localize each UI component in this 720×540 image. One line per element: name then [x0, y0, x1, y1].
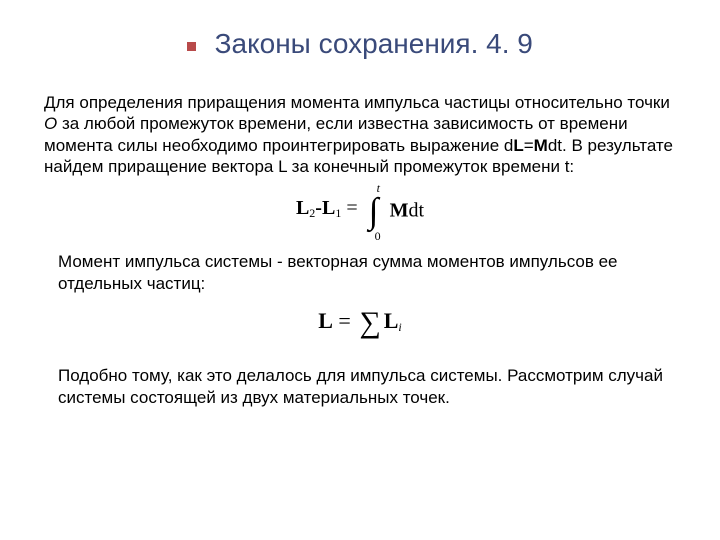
f1-L1: L [322, 197, 335, 219]
content: Для определения приращения момента импул… [0, 68, 720, 409]
formula-2-row: L = ∑Li [44, 308, 676, 338]
page-title: Законы сохранения. 4. 9 [215, 28, 533, 60]
f1-lhs: L2-L1 = [296, 197, 363, 219]
paragraph-3: Подобно тому, как это делалось для импул… [58, 365, 676, 409]
p1-L: L [513, 136, 523, 155]
p1-text-c: = [524, 136, 534, 155]
p1-O: О [44, 114, 57, 133]
f1-M: M [390, 200, 409, 222]
f2-L: L [318, 308, 333, 333]
integral-symbol: ∫ [369, 192, 379, 228]
f2-Li: L [384, 308, 399, 333]
p1-M: M [534, 136, 548, 155]
formula-1-row: L2-L1 = t ∫ 0 Mdt [44, 183, 676, 233]
paragraph-1: Для определения приращения момента импул… [44, 92, 676, 177]
f1-rhs: Mdt [390, 200, 424, 222]
f1-dt: dt [408, 200, 424, 222]
integral-icon: t ∫ 0 [369, 186, 383, 236]
f1-L2: L [296, 197, 309, 219]
f1-bot: 0 [375, 230, 381, 242]
f1-eq: = [341, 197, 362, 219]
formula-2: L = ∑Li [318, 308, 402, 338]
title-block: Законы сохранения. 4. 9 [0, 0, 720, 68]
f2-i: i [398, 320, 401, 334]
p1-text-a: Для определения приращения момента импул… [44, 93, 670, 112]
bullet-icon [187, 42, 196, 51]
paragraph-2: Момент импульса системы - векторная сумм… [58, 251, 676, 295]
f1-dash: - [315, 197, 322, 219]
sum-icon: ∑ [359, 306, 380, 339]
f2-eq: = [333, 308, 356, 333]
formula-1: L2-L1 = t ∫ 0 Mdt [296, 183, 424, 233]
